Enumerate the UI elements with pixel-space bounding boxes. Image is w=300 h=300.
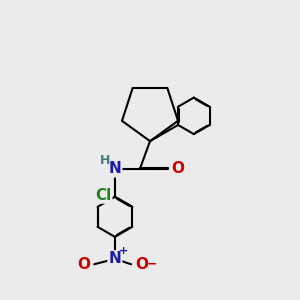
Text: +: + [118,246,128,256]
Text: N: N [109,161,121,176]
Text: O: O [135,257,148,272]
Text: Cl: Cl [95,188,111,202]
Text: O: O [77,257,91,272]
Text: H: H [99,154,110,167]
Text: −: − [147,258,158,271]
Text: O: O [172,161,185,176]
Text: N: N [109,251,121,266]
